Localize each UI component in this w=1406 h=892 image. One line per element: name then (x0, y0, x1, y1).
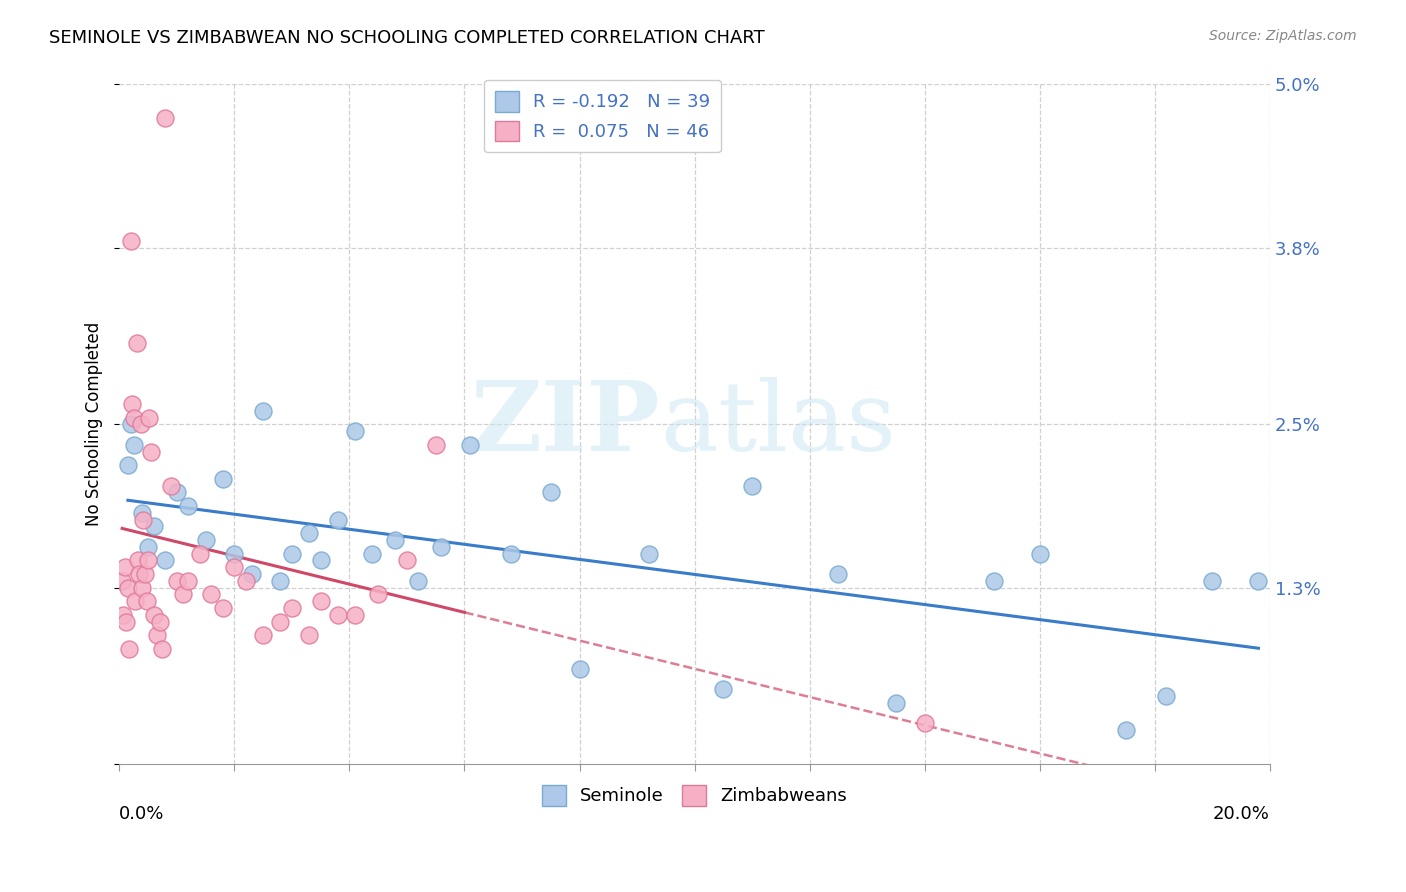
Point (120, 234, 142, 248)
Text: 20.0%: 20.0% (1213, 805, 1270, 823)
Point (177, 574, 200, 588)
Point (111, 574, 134, 588)
Point (499, 547, 522, 561)
Point (135, 594, 157, 608)
Point (122, 438, 145, 452)
Point (166, 574, 188, 588)
Point (252, 403, 274, 417)
Text: SEMINOLE VS ZIMBABWEAN NO SCHOOLING COMPLETED CORRELATION CHART: SEMINOLE VS ZIMBABWEAN NO SCHOOLING COMP… (49, 29, 765, 46)
Point (326, 607, 349, 622)
Point (269, 574, 291, 588)
Point (136, 540, 159, 554)
Point (200, 587, 222, 601)
Point (134, 566, 156, 581)
Point (983, 574, 1005, 588)
Point (914, 716, 936, 731)
Point (568, 662, 591, 676)
Point (114, 560, 136, 574)
Point (367, 587, 389, 601)
Point (309, 553, 332, 567)
Point (121, 397, 143, 411)
Point (112, 607, 135, 622)
Point (118, 641, 141, 656)
Point (211, 472, 233, 486)
Point (131, 581, 153, 595)
Point (160, 478, 183, 492)
Point (1156, 690, 1178, 704)
Point (344, 607, 367, 622)
Point (124, 594, 146, 608)
Y-axis label: No Schooling Completed: No Schooling Completed (86, 322, 103, 526)
Point (269, 615, 291, 629)
Point (326, 512, 349, 526)
Point (458, 438, 481, 452)
Point (224, 547, 246, 561)
Point (395, 553, 418, 567)
Point (1029, 547, 1052, 561)
Point (125, 335, 148, 350)
Point (408, 574, 430, 588)
Point (139, 444, 162, 458)
Point (344, 424, 367, 438)
Point (155, 553, 177, 567)
Point (132, 512, 155, 526)
Text: Source: ZipAtlas.com: Source: ZipAtlas.com (1209, 29, 1357, 43)
Point (711, 682, 734, 697)
Text: atlas: atlas (659, 377, 896, 471)
Point (148, 615, 170, 629)
Legend: Seminole, Zimbabweans: Seminole, Zimbabweans (536, 778, 853, 813)
Point (211, 601, 233, 615)
Point (281, 601, 304, 615)
Point (298, 526, 321, 541)
Point (224, 560, 246, 574)
Text: 0.0%: 0.0% (120, 805, 165, 823)
Point (136, 553, 159, 567)
Point (281, 547, 304, 561)
Point (240, 566, 263, 581)
Point (129, 417, 152, 432)
Point (1115, 723, 1137, 738)
Point (1201, 574, 1223, 588)
Point (172, 587, 194, 601)
Point (540, 485, 562, 500)
Point (117, 458, 139, 472)
Point (194, 533, 217, 547)
Point (152, 641, 174, 656)
Point (155, 112, 177, 126)
Point (1247, 574, 1270, 588)
Point (384, 533, 406, 547)
Point (637, 547, 659, 561)
Text: ZIP: ZIP (471, 377, 659, 471)
Point (741, 478, 763, 492)
Point (120, 417, 142, 432)
Point (361, 547, 384, 561)
Point (142, 519, 165, 533)
Point (145, 628, 167, 642)
Point (131, 506, 153, 520)
Point (425, 438, 447, 452)
Point (252, 628, 274, 642)
Point (298, 628, 321, 642)
Point (884, 696, 907, 710)
Point (128, 566, 150, 581)
Point (177, 499, 200, 513)
Point (188, 547, 211, 561)
Point (430, 540, 453, 554)
Point (235, 574, 257, 588)
Point (115, 615, 138, 629)
Point (117, 581, 139, 595)
Point (142, 607, 165, 622)
Point (166, 485, 188, 500)
Point (827, 566, 849, 581)
Point (122, 410, 145, 425)
Point (309, 594, 332, 608)
Point (127, 553, 149, 567)
Point (138, 410, 160, 425)
